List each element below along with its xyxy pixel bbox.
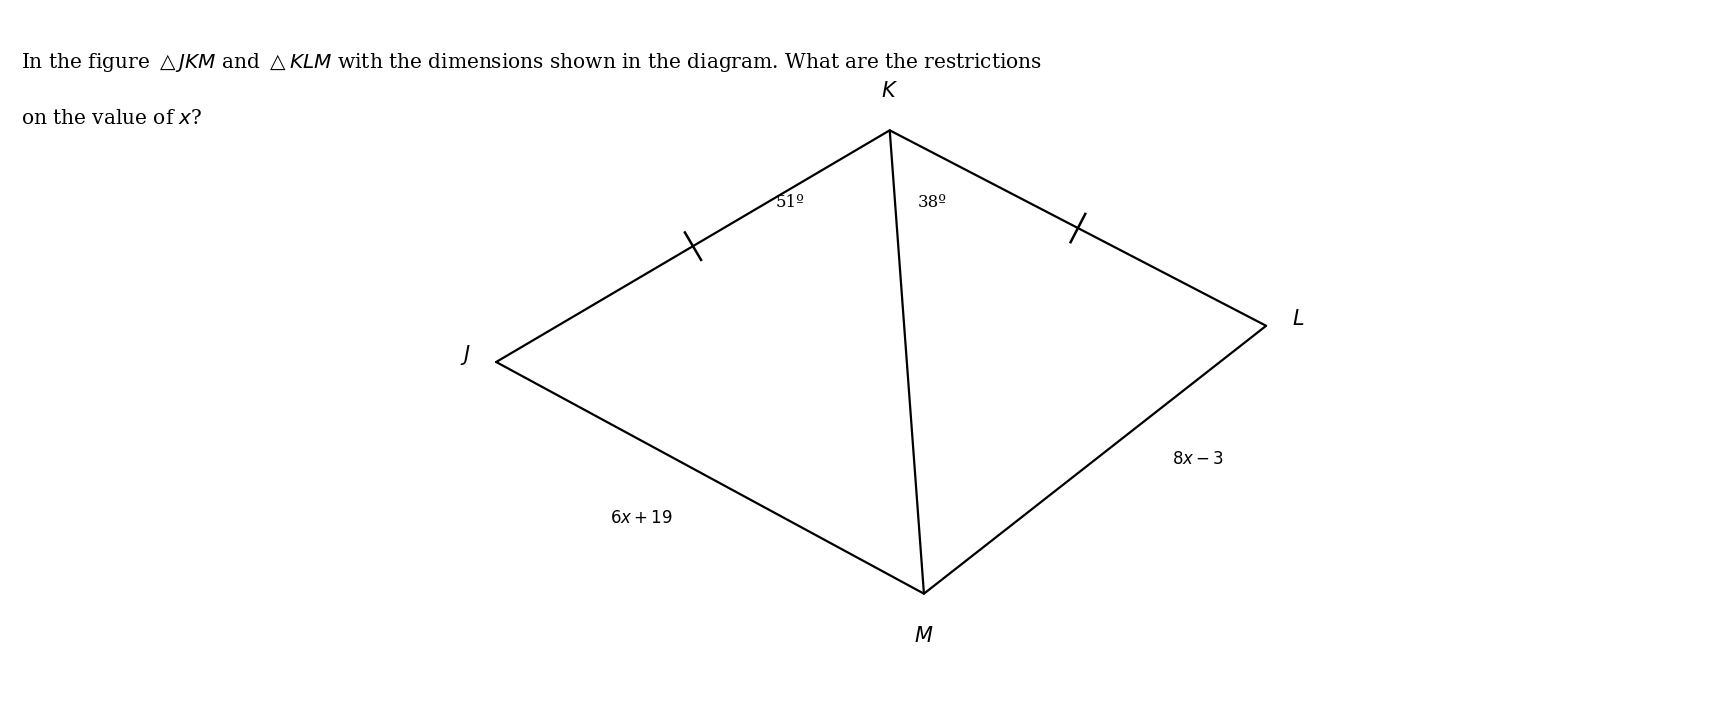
Text: $K$: $K$ [881, 81, 898, 101]
Text: 51º: 51º [777, 194, 804, 211]
Text: $L$: $L$ [1292, 308, 1304, 329]
Text: $6x + 19$: $6x + 19$ [611, 510, 672, 527]
Text: In the figure $\triangle JKM$ and $\triangle KLM$ with the dimensions shown in t: In the figure $\triangle JKM$ and $\tria… [21, 51, 1042, 74]
Text: $M$: $M$ [914, 626, 934, 647]
Text: $8x - 3$: $8x - 3$ [1172, 451, 1223, 468]
Text: $J$: $J$ [460, 342, 471, 367]
Text: 38º: 38º [919, 194, 946, 211]
Text: on the value of $x$?: on the value of $x$? [21, 109, 202, 127]
